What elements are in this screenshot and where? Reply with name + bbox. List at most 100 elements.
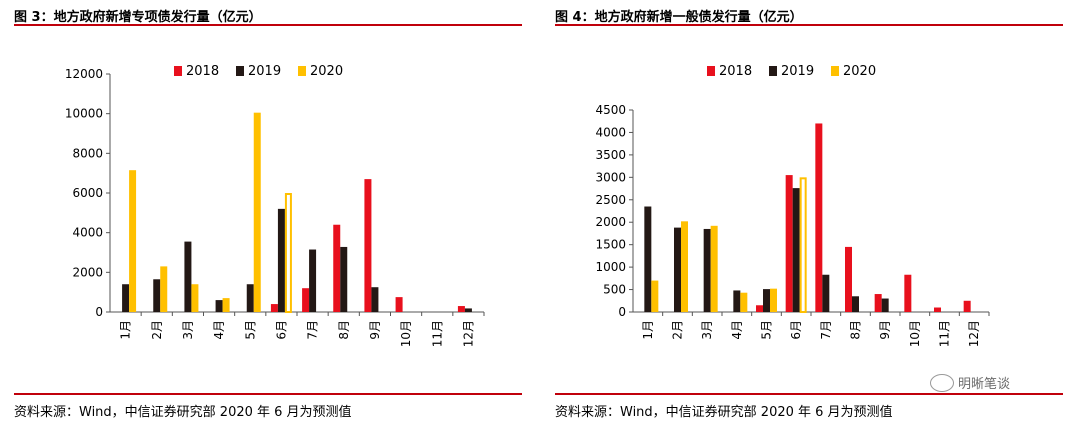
x-tick-label: 5月	[760, 320, 774, 340]
legend-swatch	[174, 66, 182, 76]
bar	[651, 280, 659, 312]
chart-panel-special-bonds: 图 3：地方政府新增专项债发行量（亿元） 0 2000 4000 6000 8000 10…	[14, 0, 522, 429]
bar-chart-special-bonds: 0 2000 4000 6000 8000 10000 12000 1月 2月 3月 4月 5月 6月 7…	[65, 64, 485, 347]
source-divider	[555, 393, 1063, 395]
bar	[457, 306, 465, 312]
bar	[371, 287, 379, 312]
y-tick-label: 12000	[65, 67, 103, 81]
y-tick-label: 1000	[595, 260, 626, 274]
x-tick-label: 11月	[938, 320, 952, 347]
bar	[845, 246, 852, 312]
bar	[963, 300, 971, 312]
bar	[881, 298, 889, 312]
legend-swatch	[769, 66, 777, 76]
bar	[246, 284, 254, 312]
x-tick-label: 7月	[306, 320, 320, 340]
x-tick-label: 12月	[967, 320, 981, 347]
bar	[129, 170, 137, 312]
x-tick-label: 12月	[461, 320, 475, 347]
source-note: 资料来源：Wind，中信证券研究部 2020 年 6 月为预测值	[14, 405, 352, 420]
source-note: 资料来源：Wind，中信证券研究部 2020 年 6 月为预测值	[555, 405, 893, 420]
x-tick-label: 4月	[212, 320, 226, 340]
legend-label: 2019	[781, 64, 814, 79]
y-tick-label: 3500	[595, 148, 626, 162]
y-tick-label: 3000	[595, 170, 626, 184]
chart-title: 图 3：地方政府新增专项债发行量（亿元）	[14, 10, 262, 25]
bar	[160, 266, 168, 312]
bar	[309, 249, 317, 312]
legend-label: 2019	[248, 64, 281, 79]
legend-swatch	[236, 66, 244, 76]
y-tick-label: 2000	[595, 215, 626, 229]
y-tick-label: 0	[95, 305, 103, 319]
y-tick-label: 8000	[72, 146, 103, 160]
title-divider	[14, 24, 522, 26]
x-tick-label: 6月	[789, 320, 803, 340]
y-tick-label: 2000	[72, 265, 103, 279]
legend-label: 2020	[310, 64, 343, 79]
y-tick-label: 500	[603, 283, 626, 297]
bar	[340, 246, 348, 312]
x-tick-label: 7月	[819, 320, 833, 340]
legend-swatch	[831, 66, 839, 76]
bar	[253, 112, 261, 312]
y-tick-label: 0	[618, 305, 626, 319]
legend-label: 2018	[719, 64, 752, 79]
title-divider	[555, 24, 1063, 26]
x-tick-label: 9月	[368, 320, 382, 340]
x-tick-label: 4月	[730, 320, 744, 340]
bar	[153, 279, 161, 312]
bar	[302, 288, 310, 312]
chart-title: 图 4：地方政府新增一般债发行量（亿元）	[555, 10, 803, 25]
bar	[822, 274, 830, 312]
bar	[674, 227, 681, 312]
bar	[934, 307, 941, 312]
x-tick-label: 11月	[430, 320, 444, 347]
y-tick-label: 6000	[72, 186, 103, 200]
x-tick-label: 10月	[908, 320, 922, 347]
x-tick-label: 8月	[337, 320, 351, 340]
bar	[364, 179, 372, 312]
y-tick-label: 4000	[595, 125, 626, 139]
y-tick-label: 2500	[595, 193, 626, 207]
bar	[222, 298, 230, 312]
chart-panel-general-bonds: 图 4：地方政府新增一般债发行量（亿元） 0 500 1000 1500 2000 250…	[555, 0, 1063, 429]
y-tick-label: 4000	[72, 226, 103, 240]
wechat-watermark: 明晰笔谈	[930, 373, 1010, 392]
bar	[277, 208, 285, 312]
legend-swatch	[298, 66, 306, 76]
bar	[215, 300, 223, 312]
bar	[681, 221, 688, 312]
bar	[122, 284, 130, 312]
bar	[703, 228, 711, 312]
x-tick-label: 1月	[119, 320, 133, 340]
x-tick-label: 10月	[399, 320, 413, 347]
bar	[191, 284, 199, 312]
source-divider	[14, 393, 522, 395]
y-tick-label: 1500	[595, 238, 626, 252]
x-tick-label: 3月	[700, 320, 714, 340]
bar	[756, 305, 763, 312]
bar	[815, 123, 823, 312]
bar	[770, 288, 777, 312]
x-tick-label: 2月	[671, 320, 685, 340]
watermark-text: 明晰笔谈	[958, 377, 1011, 392]
bar	[904, 274, 912, 312]
bar	[710, 225, 718, 312]
bar	[395, 297, 403, 312]
x-tick-label: 8月	[849, 320, 863, 340]
bar-forecast	[284, 193, 292, 313]
y-tick-label: 4500	[595, 103, 626, 117]
bar	[464, 308, 472, 312]
x-tick-label: 5月	[243, 320, 257, 340]
bar	[792, 188, 800, 312]
bar	[333, 224, 341, 312]
y-tick-label: 10000	[65, 107, 103, 121]
bar	[644, 206, 652, 312]
bar-chart-general-bonds: 0 500 1000 1500 2000 2500 3000 3500 4000 4500 1月 2月…	[595, 64, 990, 347]
bar-forecast	[799, 177, 807, 313]
wechat-icon	[930, 373, 954, 392]
bar	[740, 292, 748, 312]
legend-label: 2020	[843, 64, 876, 79]
bar	[785, 175, 793, 312]
